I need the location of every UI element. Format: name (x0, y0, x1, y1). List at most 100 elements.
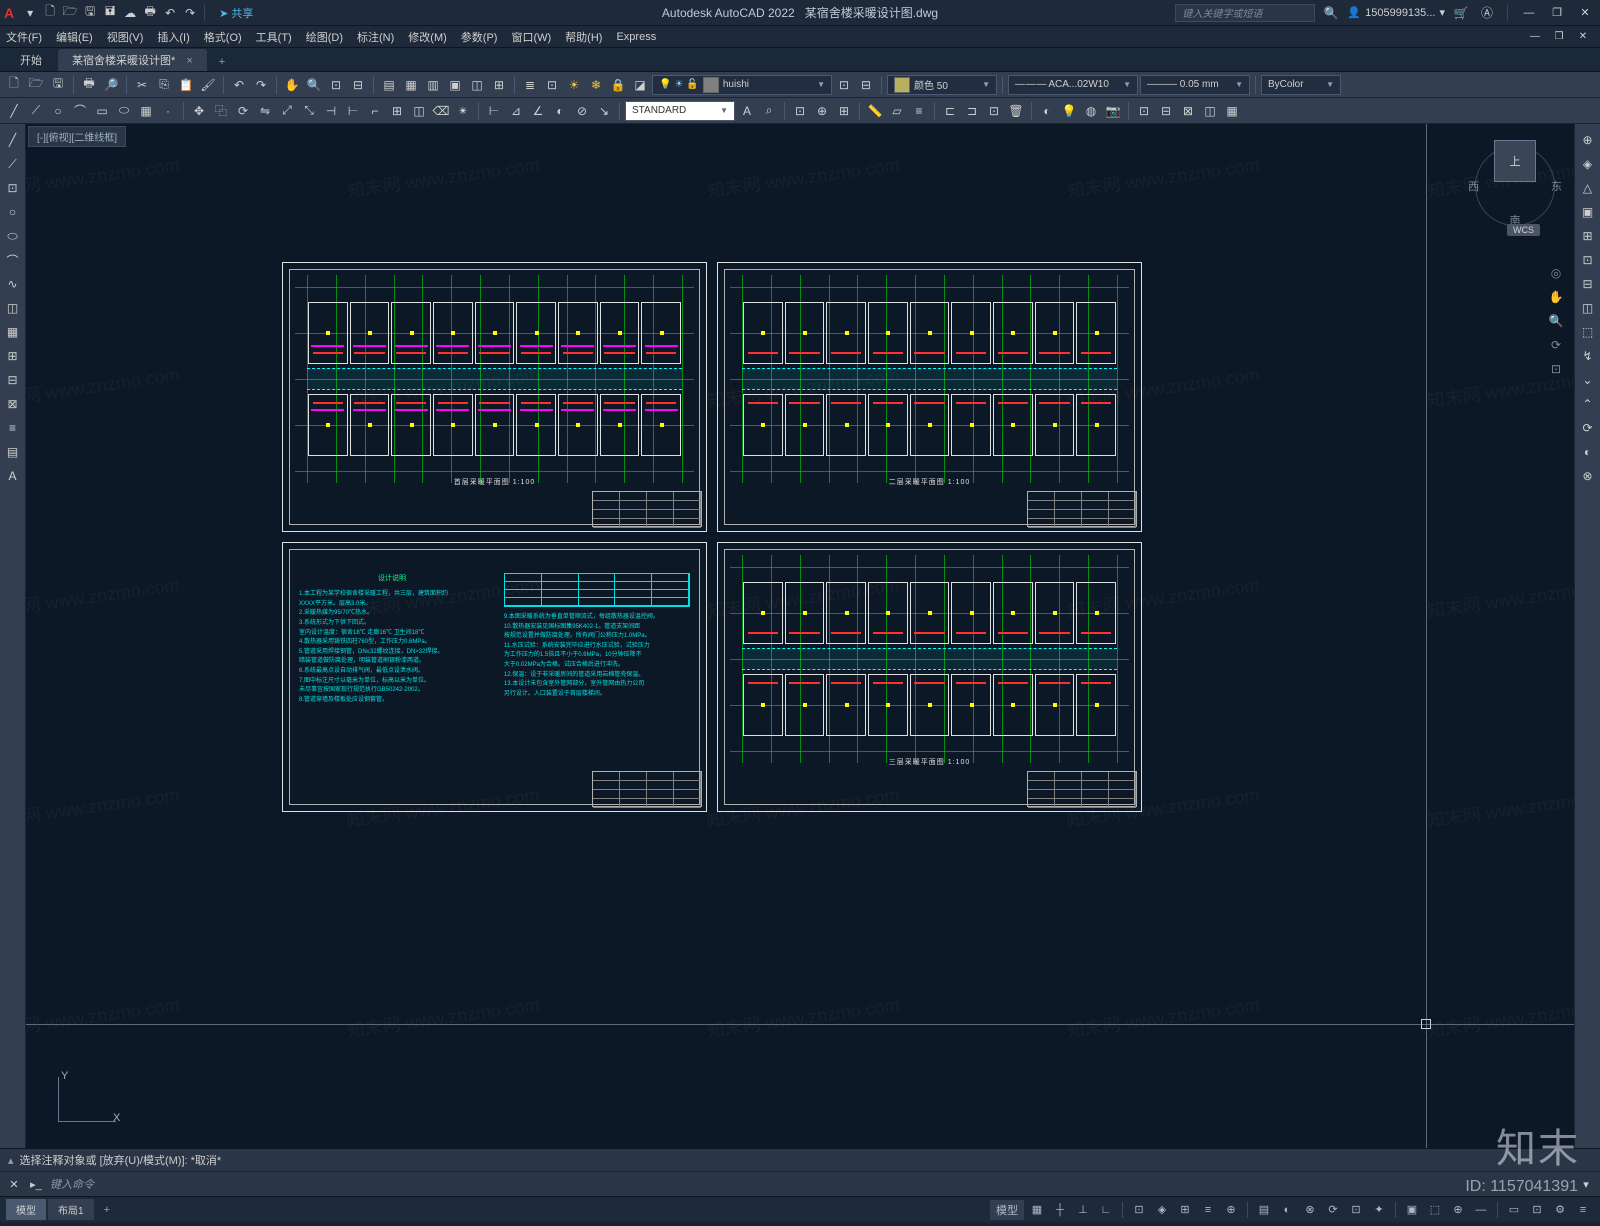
polyline-icon[interactable]: ⟋ (2, 153, 24, 175)
add-layout-button[interactable]: + (96, 1201, 118, 1219)
trim-icon[interactable]: ⊣ (321, 101, 341, 121)
right-tool-11-icon[interactable]: ⌃ (1577, 393, 1599, 415)
arc-icon[interactable]: ⌒ (70, 101, 90, 121)
tab-close-icon[interactable]: × (186, 55, 192, 67)
nav-pan-icon[interactable]: ✋ (1547, 288, 1565, 306)
status-toggle-20-icon[interactable]: ⊡ (1526, 1200, 1548, 1220)
array-icon[interactable]: ⊞ (2, 345, 24, 367)
lineweight-dropdown[interactable]: ——— 0.05 mm▼ (1140, 75, 1250, 95)
layout-tab[interactable]: 布局1 (48, 1199, 94, 1220)
right-tool-13-icon[interactable]: ◐ (1577, 441, 1599, 463)
copy2-icon[interactable]: ⿻ (211, 101, 231, 121)
ellipse-icon[interactable]: ⬭ (114, 101, 134, 121)
document-tab[interactable]: 某宿舍楼采暖设计图* × (58, 49, 207, 71)
zoom-prev-icon[interactable]: ⊟ (348, 75, 368, 95)
help-search-input[interactable]: 键入关键字或短语 (1175, 4, 1315, 22)
new-tab-button[interactable]: + (209, 53, 235, 71)
scale-icon[interactable]: ⤢ (277, 101, 297, 121)
status-toggle-4-icon[interactable]: ⊡ (1128, 1200, 1150, 1220)
menu-item[interactable]: 工具(T) (256, 29, 292, 45)
right-tool-2-icon[interactable]: △ (1577, 177, 1599, 199)
point-icon[interactable]: · (158, 101, 178, 121)
status-toggle-5-icon[interactable]: ◈ (1151, 1200, 1173, 1220)
express4-icon[interactable]: ◫ (1200, 101, 1220, 121)
text-style-dropdown[interactable]: STANDARD▼ (625, 101, 735, 121)
doc-close-button[interactable]: ✕ (1572, 27, 1594, 47)
new-icon[interactable]: 🗋 (4, 75, 24, 95)
circle-icon[interactable]: ○ (48, 101, 68, 121)
status-toggle-1-icon[interactable]: ┼ (1049, 1200, 1071, 1220)
status-toggle-14-icon[interactable]: ✦ (1368, 1200, 1390, 1220)
area-icon[interactable]: ▱ (887, 101, 907, 121)
model-space-button[interactable]: 模型 (990, 1200, 1024, 1220)
layer-lock-icon[interactable]: 🔒 (608, 75, 628, 95)
menu-item[interactable]: 格式(O) (204, 29, 242, 45)
move-icon[interactable]: ✥ (189, 101, 209, 121)
express3-icon[interactable]: ⊠ (1178, 101, 1198, 121)
dim-aligned-icon[interactable]: ⊿ (506, 101, 526, 121)
doc-minimize-button[interactable]: — (1524, 27, 1546, 47)
cmd-recent-icon[interactable]: ▾ (1578, 1176, 1594, 1192)
hatch-icon[interactable]: ◫ (2, 297, 24, 319)
ellipse-icon[interactable]: ⬭ (2, 225, 24, 247)
list-icon[interactable]: ≡ (909, 101, 929, 121)
viewport-label[interactable]: [-][俯视][二维线框] (28, 126, 126, 147)
layer-color-icon[interactable]: ◪ (630, 75, 650, 95)
drawing-canvas[interactable]: [-][俯视][二维线框] 知末网 www.znzmo.com知末网 www.z… (26, 124, 1574, 1148)
close-button[interactable]: ✕ (1574, 3, 1596, 23)
list-icon[interactable]: ≡ (2, 417, 24, 439)
leader-icon[interactable]: ↘ (594, 101, 614, 121)
tool-palette-icon[interactable]: ▥ (423, 75, 443, 95)
xref-icon[interactable]: ⊞ (834, 101, 854, 121)
hatch-icon[interactable]: ▦ (136, 101, 156, 121)
find-icon[interactable]: ⌕ (759, 101, 779, 121)
grid-icon[interactable]: ▤ (2, 441, 24, 463)
group-icon[interactable]: ⊏ (940, 101, 960, 121)
status-toggle-6-icon[interactable]: ⊞ (1174, 1200, 1196, 1220)
right-tool-1-icon[interactable]: ◈ (1577, 153, 1599, 175)
menu-item[interactable]: 视图(V) (107, 29, 144, 45)
status-toggle-7-icon[interactable]: ≡ (1197, 1200, 1219, 1220)
layer-dropdown[interactable]: 💡 ☀ 🔓 huishi ▼ (652, 75, 832, 95)
share-button[interactable]: ➤ 共享 (219, 5, 253, 21)
undo-icon[interactable]: ↶ (229, 75, 249, 95)
layer-state-icon[interactable]: ⊡ (834, 75, 854, 95)
insert-icon[interactable]: ⊕ (812, 101, 832, 121)
model-tab[interactable]: 模型 (6, 1199, 46, 1220)
status-toggle-13-icon[interactable]: ⊡ (1345, 1200, 1367, 1220)
right-tool-7-icon[interactable]: ◫ (1577, 297, 1599, 319)
stretch-icon[interactable]: ⤡ (299, 101, 319, 121)
cmd-expand-icon[interactable]: ▴ (8, 1154, 14, 1167)
line-icon[interactable]: ╱ (2, 129, 24, 151)
qat-new-icon[interactable]: 🗋 (41, 4, 59, 22)
fillet-icon[interactable]: ⌐ (365, 101, 385, 121)
menu-item[interactable]: 插入(I) (157, 29, 189, 45)
table-icon[interactable]: ▦ (2, 321, 24, 343)
rect-icon[interactable]: ▭ (92, 101, 112, 121)
express5-icon[interactable]: ▦ (1222, 101, 1242, 121)
status-toggle-12-icon[interactable]: ⟳ (1322, 1200, 1344, 1220)
autodesk-app-icon[interactable]: Ⓐ (1478, 4, 1496, 22)
linetype-dropdown[interactable]: — — — ACA...02W10▼ (1008, 75, 1138, 95)
sheet-set-icon[interactable]: ▣ (445, 75, 465, 95)
menu-item[interactable]: Express (616, 31, 656, 43)
spline-icon[interactable]: ∿ (2, 273, 24, 295)
material-icon[interactable]: ◍ (1081, 101, 1101, 121)
layer-freeze-icon[interactable]: ❄ (586, 75, 606, 95)
status-toggle-17-icon[interactable]: ⊕ (1447, 1200, 1469, 1220)
cut-icon[interactable]: ✂ (132, 75, 152, 95)
circle-icon[interactable]: ○ (2, 201, 24, 223)
offset-icon[interactable]: ◫ (409, 101, 429, 121)
array-icon[interactable]: ⊞ (387, 101, 407, 121)
group-icon[interactable]: ⊠ (2, 393, 24, 415)
cmd-close-icon[interactable]: ✕ (6, 1176, 22, 1192)
right-tool-5-icon[interactable]: ⊡ (1577, 249, 1599, 271)
rotate-icon[interactable]: ⟳ (233, 101, 253, 121)
explode-icon[interactable]: ✴ (453, 101, 473, 121)
arc-icon[interactable]: ⌒ (2, 249, 24, 271)
nav-wheel-icon[interactable]: ◎ (1547, 264, 1565, 282)
menu-item[interactable]: 绘图(D) (306, 29, 343, 45)
viewcube-west[interactable]: 西 (1468, 178, 1479, 194)
right-tool-6-icon[interactable]: ⊟ (1577, 273, 1599, 295)
pan-icon[interactable]: ✋ (282, 75, 302, 95)
